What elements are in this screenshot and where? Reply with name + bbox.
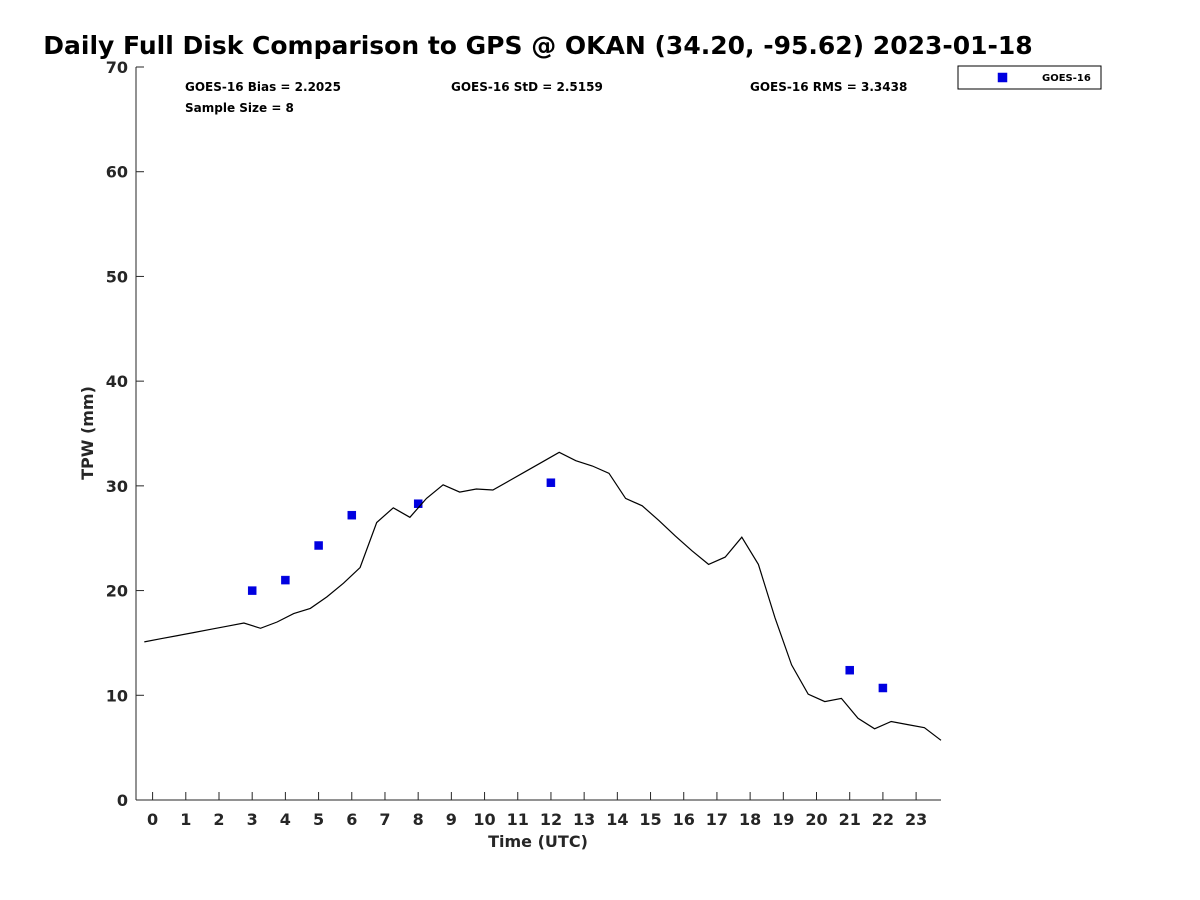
y-tick-label: 10: [106, 686, 128, 705]
goes16-point: [347, 510, 357, 520]
y-tick-label: 0: [117, 791, 128, 810]
x-tick-label: 17: [706, 810, 728, 829]
x-tick-label: 7: [379, 810, 390, 829]
x-tick-label: 11: [507, 810, 529, 829]
stat-std: GOES-16 StD = 2.5159: [451, 80, 603, 94]
legend-label-goes16: GOES-16: [1042, 73, 1091, 84]
legend: GOES-16: [957, 65, 1102, 90]
x-tick-label: 6: [346, 810, 357, 829]
goes16-point: [247, 586, 257, 595]
goes16-point: [546, 478, 556, 487]
goes16-point: [878, 683, 888, 693]
x-tick-label: 1: [180, 810, 191, 829]
x-tick-label: 12: [540, 810, 562, 829]
y-tick-label: 70: [106, 58, 128, 77]
x-tick-label: 2: [213, 810, 224, 829]
x-tick-label: 8: [413, 810, 424, 829]
y-tick-label: 50: [106, 267, 128, 286]
goes16-point: [314, 541, 323, 550]
legend-marker-goes16: [997, 72, 1008, 83]
x-tick-label: 0: [147, 810, 158, 829]
x-tick-label: 20: [805, 810, 827, 829]
gps-tpw-line: [144, 451, 942, 741]
x-tick-label: 4: [280, 810, 291, 829]
y-tick-label: 30: [106, 477, 128, 496]
stat-sample-size: Sample Size = 8: [185, 101, 294, 115]
x-tick-label: 18: [739, 810, 761, 829]
x-tick-label: 22: [872, 810, 894, 829]
x-tick-label: 5: [313, 810, 324, 829]
x-tick-label: 9: [446, 810, 457, 829]
x-tick-label: 16: [673, 810, 695, 829]
y-tick-label: 40: [106, 372, 128, 391]
x-tick-label: 21: [839, 810, 861, 829]
y-tick-label: 60: [106, 163, 128, 182]
x-tick-label: 23: [905, 810, 927, 829]
x-tick-label: 3: [247, 810, 258, 829]
x-tick-label: 10: [473, 810, 495, 829]
x-tick-label: 13: [573, 810, 595, 829]
y-tick-label: 20: [106, 582, 128, 601]
x-tick-label: 15: [639, 810, 661, 829]
legend-box: [957, 65, 1102, 90]
x-axis-label: Time (UTC): [488, 832, 588, 851]
stat-bias: GOES-16 Bias = 2.2025: [185, 80, 341, 94]
goes16-point: [413, 499, 423, 508]
x-tick-label: 19: [772, 810, 794, 829]
goes16-point: [281, 575, 290, 585]
goes16-point: [845, 665, 854, 675]
x-tick-label: 14: [606, 810, 628, 829]
y-axis-label: TPW (mm): [78, 386, 97, 480]
chart-title: Daily Full Disk Comparison to GPS @ OKAN…: [43, 31, 1032, 60]
stat-rms: GOES-16 RMS = 3.3438: [750, 80, 907, 94]
